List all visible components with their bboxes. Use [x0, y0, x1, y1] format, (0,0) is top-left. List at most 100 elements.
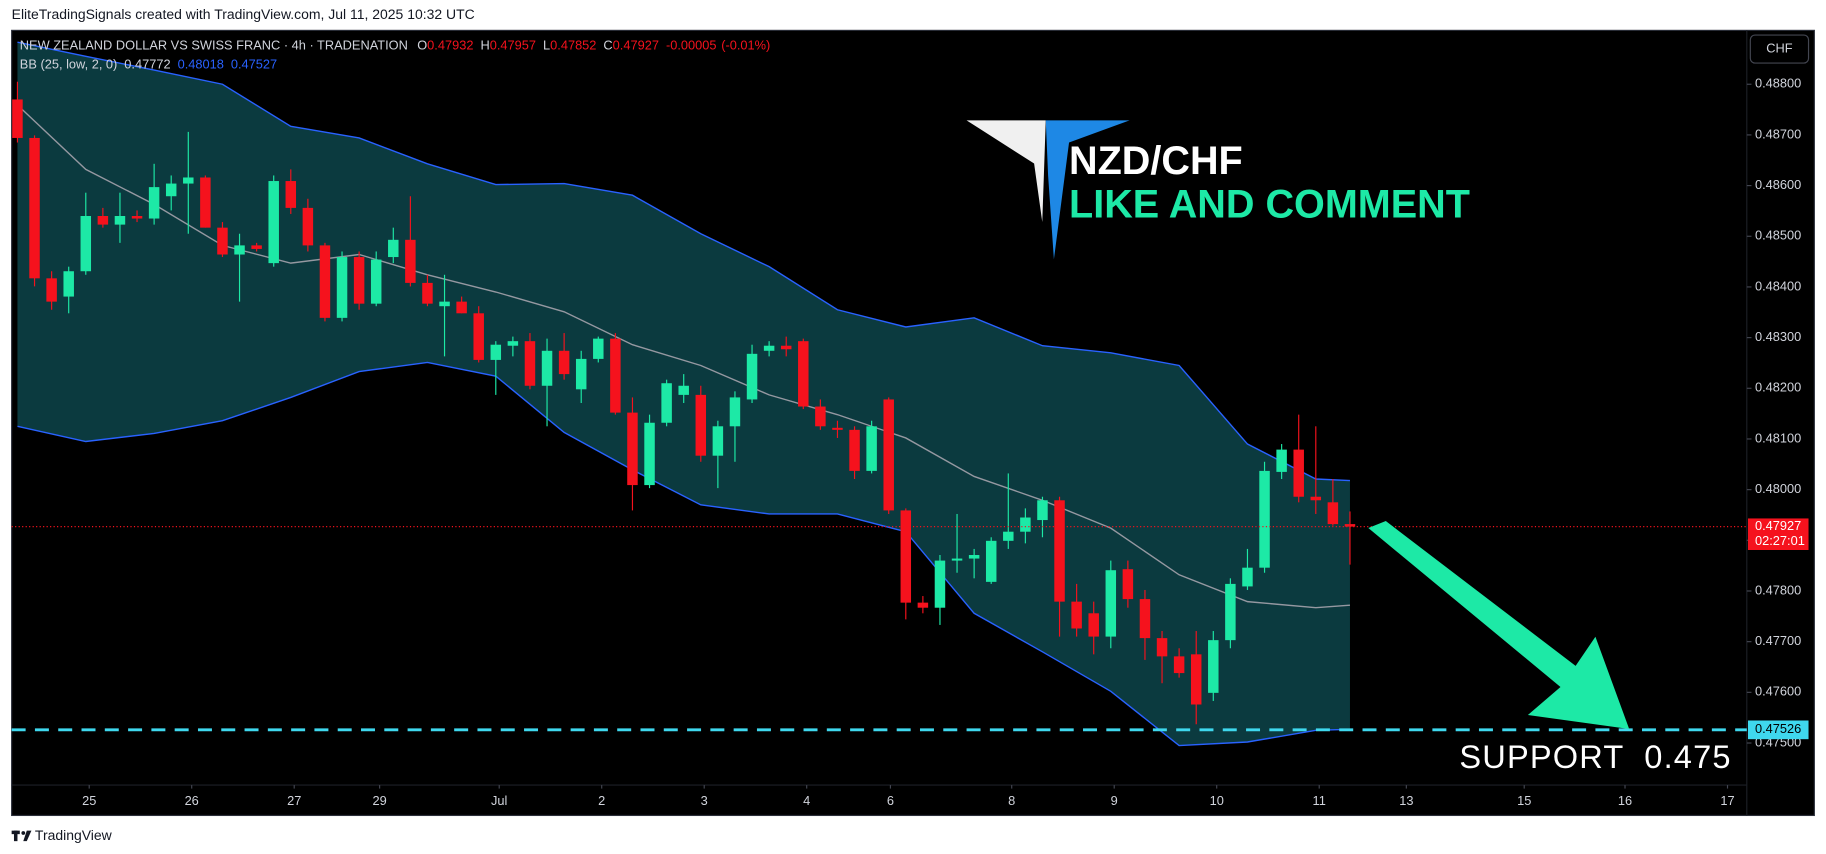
candle-body: [780, 345, 792, 350]
candle-body: [575, 358, 587, 390]
candle-body: [1003, 531, 1014, 541]
candle-body: [12, 99, 23, 138]
candle-body: [1173, 656, 1185, 674]
ohlc-value: 0.47852: [550, 38, 596, 53]
candle-body: [1105, 570, 1117, 637]
candle-body: [234, 245, 245, 255]
candle-body: [968, 555, 980, 559]
currency-button[interactable]: [1749, 34, 1810, 64]
candle-body: [1190, 654, 1202, 705]
brand-logo: [11, 830, 32, 842]
x-tick-label: 13: [1399, 793, 1413, 808]
x-tick-label: 17: [1720, 793, 1734, 808]
x-tick-label: 15: [1517, 793, 1531, 808]
candle-body: [610, 338, 621, 413]
candle-body: [1276, 449, 1287, 472]
support-annotation: SUPPORT 0.475: [1459, 738, 1731, 775]
candle-body: [900, 510, 912, 603]
candle-body: [1054, 500, 1065, 602]
candle-body: [46, 278, 57, 302]
x-tick-label: 16: [1618, 793, 1632, 808]
candle-body: [1088, 613, 1099, 637]
candle-body: [285, 181, 297, 208]
candle-body: [883, 399, 894, 511]
y-tick-label: 0.48100: [1755, 430, 1801, 445]
candle-body: [405, 239, 416, 283]
candle-body: [1156, 638, 1168, 657]
candle-body: [849, 429, 860, 471]
x-tick-label: 4: [803, 793, 810, 808]
band-upper: [17, 41, 1350, 482]
candle-body: [268, 181, 279, 264]
candle-body: [80, 215, 92, 272]
call-annotation: LIKE AND COMMENT: [1069, 182, 1470, 226]
candle-body: [302, 207, 314, 246]
candle-body: [541, 350, 553, 386]
y-tick-label: 0.47600: [1755, 684, 1801, 699]
candle-body: [1293, 449, 1304, 497]
candle-body: [729, 397, 741, 427]
candle-body: [1344, 524, 1356, 527]
candle-body: [712, 426, 724, 456]
x-tick-label: 27: [287, 793, 301, 808]
candle-body: [1122, 569, 1134, 600]
candle-body: [593, 338, 604, 359]
candle-body: [661, 383, 672, 423]
candle-body: [695, 394, 707, 456]
candle-body: [798, 341, 809, 407]
candle-body: [336, 257, 348, 318]
x-tick-label: Jul: [491, 793, 507, 808]
y-tick-label: 0.48700: [1755, 126, 1801, 141]
currency-label: CHF: [1766, 40, 1792, 55]
indicator-middle: 0.47772: [124, 57, 170, 72]
candle-body: [934, 560, 946, 608]
y-tick-label: 0.47800: [1755, 582, 1801, 597]
ohlc-label: L: [543, 38, 550, 53]
candle-body: [1242, 567, 1253, 587]
y-tick-label: 0.48300: [1755, 329, 1801, 344]
change: -0.00005: [666, 38, 717, 53]
indicator-name: BB (25, low, 2, 0): [20, 57, 118, 72]
candle-body: [148, 187, 160, 219]
x-tick-label: 3: [701, 793, 708, 808]
x-tick-label: 29: [372, 793, 386, 808]
x-tick-label: 11: [1313, 793, 1326, 808]
x-tick-label: 26: [185, 793, 199, 808]
candle-body: [251, 245, 262, 249]
candle-body: [763, 345, 775, 351]
ohlc-value: 0.47932: [427, 38, 473, 53]
indicator-upper: 0.48018: [178, 57, 224, 72]
candle-body: [1327, 502, 1339, 525]
y-tick-label: 0.48500: [1755, 228, 1801, 243]
legend-indicator: BB (25, low, 2, 0) 0.47772 0.48018 0.47527: [20, 57, 277, 72]
band-middle: [16, 104, 1351, 609]
support-label: 0.47526: [1755, 721, 1801, 736]
brand-mark: [21, 831, 26, 835]
ohlc-value: 0.47957: [490, 38, 536, 53]
credit: EliteTradingSignals created with Trading…: [12, 6, 475, 22]
candle-body: [490, 344, 502, 360]
symbol-title: NEW ZEALAND DOLLAR VS SWISS FRANC · 4h ·…: [20, 38, 408, 53]
brand-mark: [13, 830, 18, 842]
ohlc-label: H: [480, 38, 489, 53]
candle-body: [1139, 599, 1151, 639]
symbol-annotation: NZD/CHF: [1069, 139, 1243, 183]
candle-body: [183, 177, 194, 184]
x-tick-label: 6: [887, 793, 894, 808]
candle-body: [131, 215, 143, 219]
candle-body: [114, 215, 126, 225]
candle-body: [524, 341, 536, 386]
ohlc-label: C: [603, 38, 612, 53]
candle-body: [1037, 500, 1048, 521]
candle-body: [319, 245, 331, 318]
candle-body: [627, 412, 638, 486]
candle-body: [832, 427, 843, 430]
x-tick-label: 2: [598, 793, 605, 808]
price-label-box: [1747, 518, 1809, 550]
candle-body: [507, 341, 519, 346]
legend-ohlc: NEW ZEALAND DOLLAR VS SWISS FRANC · 4h ·…: [20, 38, 771, 53]
brand: TradingView: [35, 827, 113, 843]
y-tick-label: 0.47700: [1755, 633, 1801, 648]
logo: [966, 120, 1130, 260]
